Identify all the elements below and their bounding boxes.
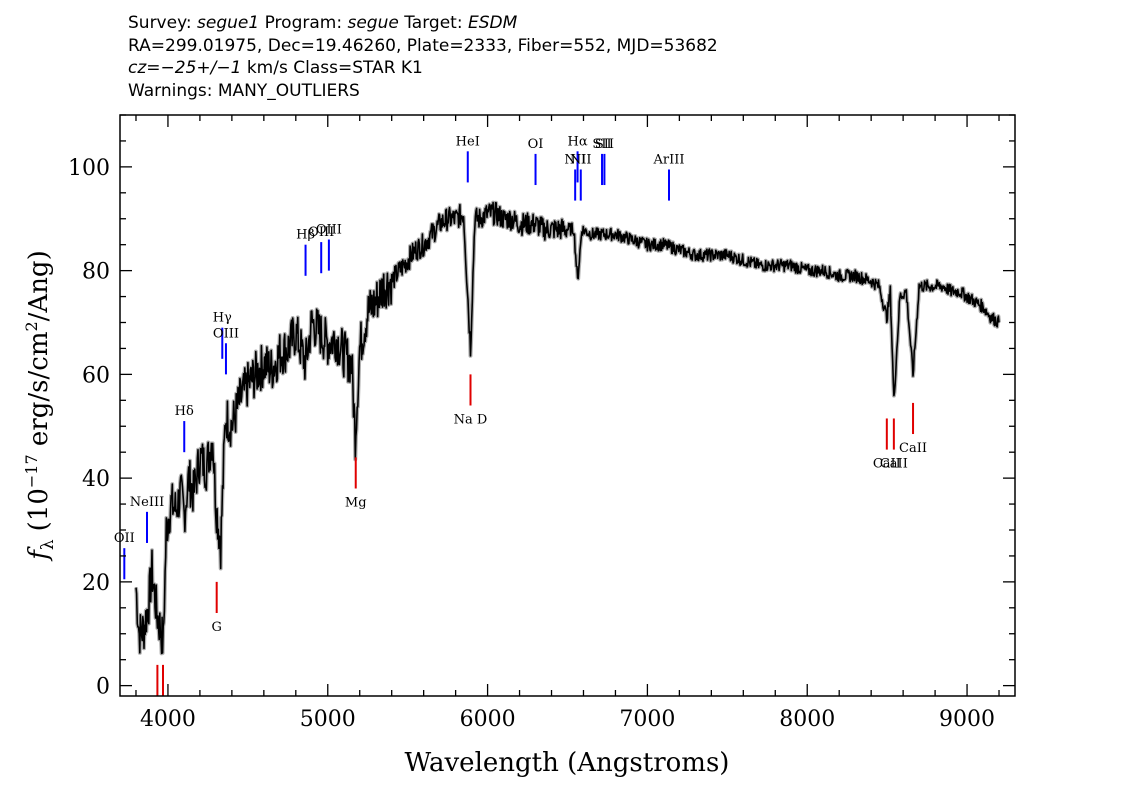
absorption-line-label: CaII: [880, 457, 908, 472]
y-tick-labels: 0 20 40 60 80 100: [68, 156, 110, 700]
x-tick-label: 4000: [140, 707, 196, 732]
absorption-line-label: CaII: [873, 457, 901, 472]
header-coords-line: RA=299.01975, Dec=19.46260, Plate=2333, …: [128, 35, 718, 56]
emission-line-label: ArIII: [652, 152, 684, 167]
emission-line-label: Hγ: [213, 311, 232, 326]
target-label: Target:: [404, 13, 463, 33]
y-tick-label: 0: [96, 675, 110, 700]
emission-line-label: NII: [570, 152, 592, 167]
program-value: segue: [347, 13, 399, 33]
header-cz-line: cz=−25+/−1 km/s Class=STAR K1: [128, 57, 928, 80]
absorption-line-label: Mg: [345, 496, 367, 511]
error-band-path: [134, 200, 1001, 656]
absorption-line-label: G: [211, 620, 221, 635]
y-axis-title-end: /Ang): [24, 250, 54, 321]
y-axis-title-main: (10: [24, 488, 54, 531]
y-axis-title-exp2: 2: [22, 321, 41, 331]
y-axis-title-mid: erg/s/cm: [24, 332, 54, 455]
survey-value: segue1: [197, 13, 260, 33]
cz-value: −25+/−1: [160, 58, 242, 78]
target-value: ESDM: [467, 13, 518, 33]
x-tick-label: 8000: [779, 707, 835, 732]
x-tick-label: 7000: [619, 707, 675, 732]
y-axis-title: fλ(10−17 erg/s/cm2/Ang): [22, 250, 58, 561]
emission-line-label: OIII: [308, 225, 334, 240]
cz-class-text: km/s Class=STAR K1: [241, 58, 423, 78]
emission-line-label: SII: [595, 137, 614, 152]
emission-line-label: OIII: [316, 223, 342, 238]
emission-line-label: Hδ: [175, 404, 194, 419]
y-axis-title-exp: −17: [22, 454, 41, 488]
header-survey-line: Survey: segue1 Program: segue Target: ES…: [128, 12, 928, 35]
y-tick-label: 20: [82, 571, 110, 596]
y-tick-label: 40: [82, 467, 110, 492]
y-axis-title-sub: λ: [38, 539, 58, 550]
survey-label: Survey:: [128, 13, 192, 33]
emission-line-label: Hα: [568, 134, 588, 149]
x-tick-label: 5000: [300, 707, 356, 732]
header-warnings-line: Warnings: MANY_OUTLIERS: [128, 80, 360, 101]
emission-line-label: HeI: [456, 134, 480, 149]
absorption-line-label: Na D: [454, 413, 488, 428]
emission-line-label: Hβ: [296, 228, 315, 243]
y-tick-label: 60: [82, 363, 110, 388]
program-label: Program:: [264, 13, 343, 33]
spectrum-line: [135, 201, 1000, 655]
emission-line-label: OIII: [213, 326, 239, 341]
emission-line-label: NeIII: [130, 495, 164, 510]
emission-line-label: OI: [528, 137, 544, 152]
emission-line-label: OII: [114, 531, 135, 546]
axis-ticks: [120, 114, 1015, 696]
spectrum-header: Survey: segue1 Program: segue Target: ES…: [128, 12, 928, 102]
spectrum-series: [135, 201, 1000, 655]
x-tick-labels: 4000 5000 6000 7000 8000 9000: [140, 707, 995, 732]
cz-label: cz=: [128, 58, 161, 78]
error-band: [134, 200, 1001, 656]
absorption-line-label: CaII: [899, 441, 927, 456]
emission-line-label: NII: [564, 152, 586, 167]
x-tick-label: 9000: [939, 707, 995, 732]
emission-line-label: SII: [592, 137, 611, 152]
x-axis-title: Wavelength (Angstroms): [405, 748, 730, 778]
x-tick-label: 6000: [460, 707, 516, 732]
plot-frame: [119, 114, 1016, 697]
y-tick-label: 80: [82, 260, 110, 285]
y-tick-label: 100: [68, 156, 110, 181]
